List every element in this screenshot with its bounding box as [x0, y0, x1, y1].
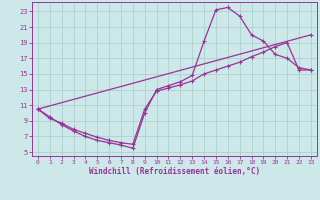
X-axis label: Windchill (Refroidissement éolien,°C): Windchill (Refroidissement éolien,°C): [89, 167, 260, 176]
